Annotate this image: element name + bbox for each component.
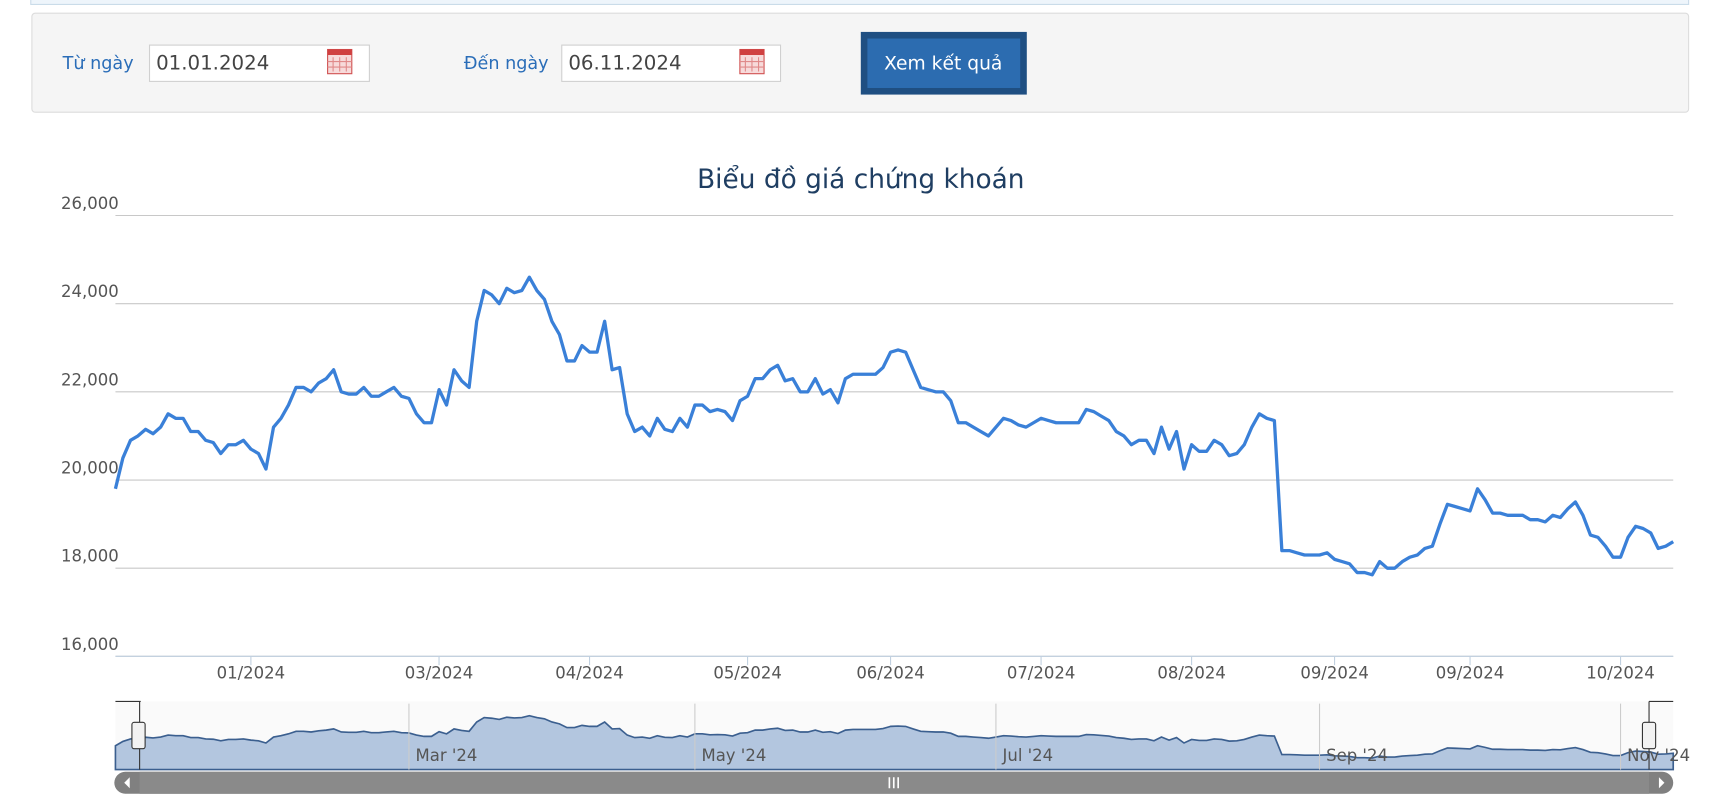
y-tick-label: 18,000 [61,547,119,566]
x-tick-label: 10/2024 [1586,663,1654,682]
x-tick-label: 05/2024 [713,663,781,682]
from-value: 01.01.2024 [156,51,269,74]
x-tick-label: 04/2024 [555,663,623,682]
navigator-label: May '24 [701,746,766,765]
y-tick-label: 16,000 [61,635,119,654]
x-tick-label: 03/2024 [405,663,473,682]
calendar-icon[interactable] [327,48,353,75]
chart-title: Biểu đồ giá chứng khoán [697,164,1024,195]
price-line [113,275,1675,577]
y-tick-label: 20,000 [61,459,119,478]
from-label: Từ ngày [62,54,134,74]
nav-handle[interactable] [131,721,146,750]
scroll-right[interactable] [1658,777,1665,789]
y-tick-label: 26,000 [61,194,119,213]
navigator-label: Sep '24 [1326,746,1388,765]
navigator-label: Mar '24 [416,746,478,765]
x-tick-label: 09/2024 [1300,663,1368,682]
navigator-label: Nov '24 [1627,746,1690,765]
calendar-icon[interactable] [739,48,765,75]
filter-panel [31,12,1690,113]
navigator-area [114,714,1675,771]
y-tick-label: 24,000 [61,282,119,301]
nav-handle[interactable] [1641,721,1657,750]
button-text: Xem kết quả [884,52,1002,74]
y-tick-label: 22,000 [61,370,119,389]
to-value: 06.11.2024 [568,51,681,74]
top-bar [30,0,1690,5]
scroll-grip [888,777,900,789]
x-tick-label: 08/2024 [1157,663,1225,682]
scroll-left[interactable] [124,777,130,789]
to-label: Đến ngày [464,53,549,74]
x-tick-label: 07/2024 [1007,663,1075,682]
button-face [867,38,1021,88]
x-tick-label: 09/2024 [1436,663,1504,682]
x-tick-label: 06/2024 [856,663,924,682]
navigator-label: Jul '24 [1002,746,1054,765]
x-tick-label: 01/2024 [217,663,285,682]
